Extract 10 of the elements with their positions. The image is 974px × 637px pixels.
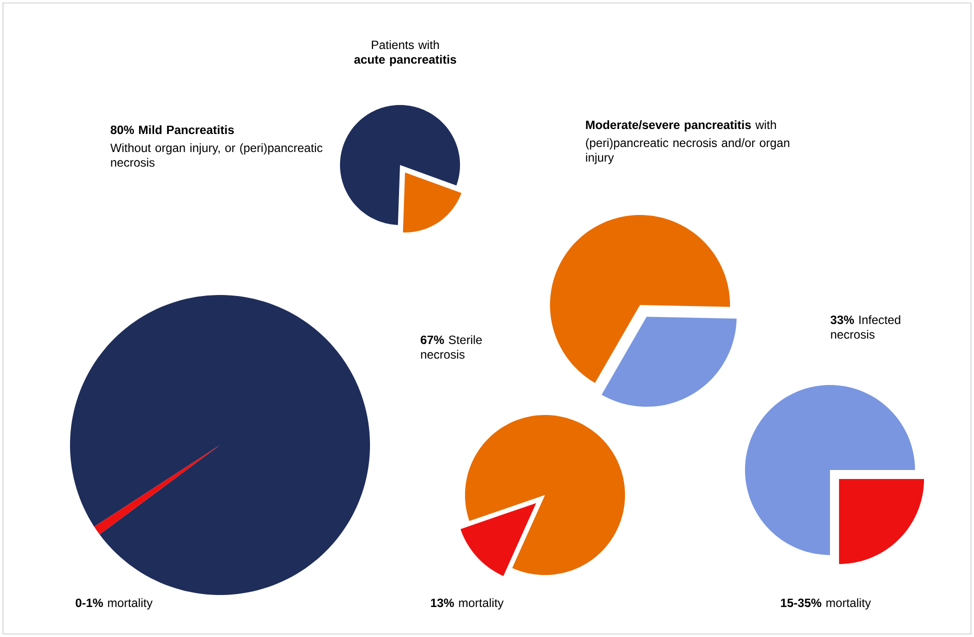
- chart-title: Moderate/severe pancreatitis with: [586, 120, 776, 132]
- text: 67% Sterile necrosis: [420, 335, 482, 359]
- chart-title: Patients with acute pancreatitis: [354, 40, 456, 66]
- chart-title: 80% Mild Pancreatitis: [110, 125, 234, 134]
- text: 13% mortality: [431, 598, 504, 610]
- chart-subtitle: (peri)pancreatic necrosis and/or organ injury: [586, 138, 790, 164]
- text: 0-1% mortality: [76, 598, 153, 610]
- text: 33% Infected necrosis: [830, 315, 900, 339]
- chart-subtitle: Without organ injury, or (peri)pancreatic necrosis: [110, 143, 322, 167]
- text: 15-35% mortality: [781, 598, 871, 610]
